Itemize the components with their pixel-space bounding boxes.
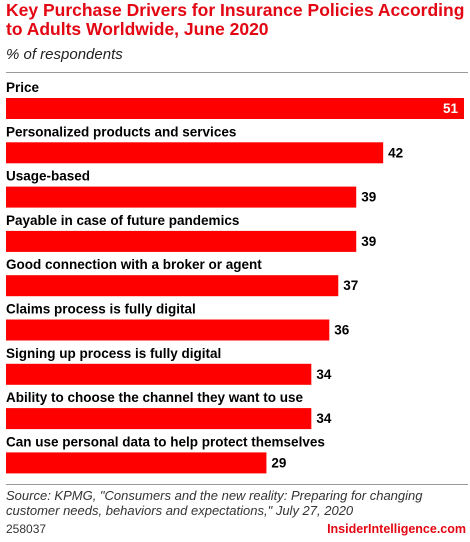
top-divider	[6, 72, 468, 73]
chart-subtitle: % of respondents	[6, 46, 123, 63]
category-label: Ability to choose the channel they want …	[6, 390, 304, 405]
category-label: Usage-based	[6, 169, 90, 184]
bar	[6, 452, 267, 474]
category-label: Payable in case of future pandemics	[6, 213, 239, 228]
value-label: 39	[361, 190, 376, 205]
category-label: Signing up process is fully digital	[6, 346, 221, 361]
brand-logo: InsiderIntelligence.com	[327, 522, 466, 536]
category-label: Personalized products and services	[6, 124, 236, 139]
category-label: Claims process is fully digital	[6, 302, 196, 317]
value-label: 34	[316, 411, 332, 426]
bar	[6, 98, 464, 119]
bar	[6, 363, 312, 385]
bar	[6, 142, 384, 164]
value-label: 39	[361, 234, 376, 249]
bar-chart: Price 51 Personalized products and service…	[6, 80, 464, 474]
bar	[6, 319, 330, 341]
bar	[6, 408, 312, 430]
source-note: Source: KPMG, "Consumers and the new rea…	[6, 488, 423, 518]
bar	[6, 230, 357, 252]
value-label: 36	[334, 323, 350, 338]
value-label: 34	[316, 367, 332, 382]
bar	[6, 186, 357, 208]
chart-title: Key Purchase Drivers for Insurance Polic…	[6, 0, 465, 39]
category-label: Can use personal data to help protect th…	[6, 434, 325, 449]
bottom-divider	[6, 484, 468, 485]
value-label: 42	[388, 145, 403, 160]
value-label: 37	[343, 278, 358, 293]
chart-id: 258037	[6, 522, 47, 536]
value-label: 51	[443, 101, 459, 116]
category-label: Price	[6, 80, 40, 95]
value-label: 29	[271, 455, 286, 470]
bar	[6, 275, 339, 297]
category-label: Good connection with a broker or agent	[6, 257, 262, 272]
